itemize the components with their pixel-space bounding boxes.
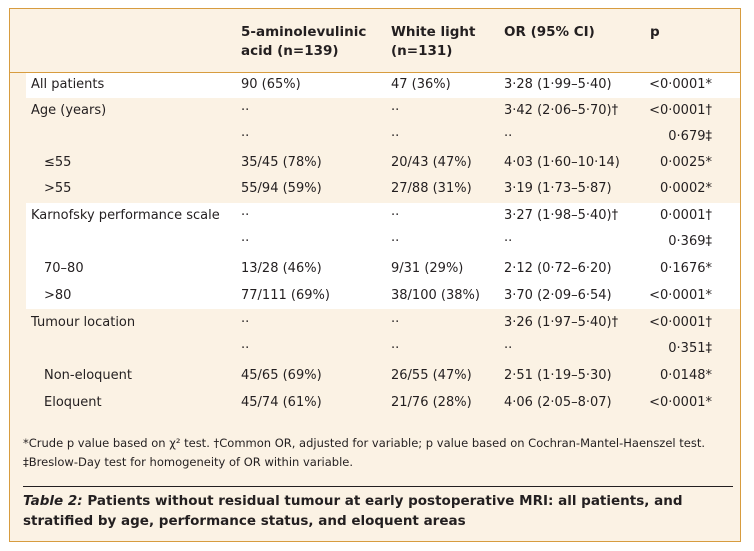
row-or: 4·03 (1·60–10·14) <box>504 155 620 170</box>
table-row: All patients 90 (65%) 47 (36%) 3·28 (1·9… <box>10 72 740 98</box>
row-ala: 45/65 (69%) <box>241 368 322 383</box>
band-karnofsky <box>26 203 740 309</box>
table-row: >55 55/94 (59%) 27/88 (31%) 3·19 (1·73–5… <box>10 176 740 202</box>
row-or: 3·42 (2·06–5·70)† <box>504 103 619 118</box>
row-ala: 90 (65%) <box>241 77 301 92</box>
band-age <box>26 98 740 203</box>
row-or: 3·27 (1·98–5·40)† <box>504 208 619 223</box>
header-ala-line2: acid (n=139) <box>241 43 339 59</box>
row-or: 2·51 (1·19–5·30) <box>504 368 612 383</box>
row-label: ≤55 <box>44 155 72 170</box>
header-or: OR (95% CI) <box>504 24 595 40</box>
row-ala: ·· <box>241 341 250 356</box>
table-row: Karnofsky performance scale ·· ·· 3·27 (… <box>10 203 740 229</box>
row-label: Age (years) <box>31 103 107 118</box>
row-ala: 77/111 (69%) <box>241 288 330 303</box>
caption-text: Patients without residual tumour at earl… <box>23 493 683 529</box>
row-white: ·· <box>391 208 400 223</box>
caption-label: Table 2: <box>23 493 83 509</box>
row-label: Non-eloquent <box>44 368 132 383</box>
table-footnote: *Crude p value based on χ² test. †Common… <box>23 436 706 469</box>
row-white: 38/100 (38%) <box>391 288 480 303</box>
row-p: 0·351‡ <box>668 341 712 356</box>
table-frame: 5-aminolevulinic acid (n=139) White ligh… <box>9 8 741 542</box>
row-or: ·· <box>504 341 513 356</box>
row-white: 26/55 (47%) <box>391 368 472 383</box>
table-row: 70–80 13/28 (46%) 9/31 (29%) 2·12 (0·72–… <box>10 256 740 282</box>
row-label: >55 <box>44 181 72 196</box>
row-white: ·· <box>391 129 400 144</box>
table-row: Eloquent 45/74 (61%) 21/76 (28%) 4·06 (2… <box>10 390 740 416</box>
row-white: 47 (36%) <box>391 77 451 92</box>
row-white: 21/76 (28%) <box>391 395 472 410</box>
row-ala: ·· <box>241 129 250 144</box>
row-p: 0·1676* <box>660 261 712 276</box>
row-p: <0·0001† <box>649 315 712 330</box>
table-row: ·· ·· ·· 0·369‡ <box>10 229 740 255</box>
row-p: <0·0001* <box>649 77 712 92</box>
row-p: <0·0001* <box>649 288 712 303</box>
row-p: 0·0002* <box>660 181 712 196</box>
header-ala-line1: 5-aminolevulinic <box>241 24 367 40</box>
row-ala: 45/74 (61%) <box>241 395 322 410</box>
table-header-row: 5-aminolevulinic acid (n=139) White ligh… <box>10 9 740 73</box>
row-or: 3·70 (2·09–6·54) <box>504 288 612 303</box>
header-white-line2: (n=131) <box>391 43 453 59</box>
row-p: <0·0001* <box>649 395 712 410</box>
row-or: 4·06 (2·05–8·07) <box>504 395 612 410</box>
table-caption: Table 2: Patients without residual tumou… <box>23 491 735 531</box>
header-white-line1: White light <box>391 24 476 40</box>
row-or: 3·19 (1·73–5·87) <box>504 181 612 196</box>
band-all-patients <box>26 73 740 98</box>
row-ala: ·· <box>241 315 250 330</box>
table-row: Non-eloquent 45/65 (69%) 26/55 (47%) 2·5… <box>10 363 740 389</box>
row-or: ·· <box>504 129 513 144</box>
row-p: <0·0001† <box>649 103 712 118</box>
row-label: Karnofsky performance scale <box>31 208 220 223</box>
row-label: 70–80 <box>44 261 84 276</box>
table-row: Tumour location ·· ·· 3·26 (1·97–5·40)† … <box>10 310 740 336</box>
row-label: Eloquent <box>44 395 102 410</box>
table-row: ≤55 35/45 (78%) 20/43 (47%) 4·03 (1·60–1… <box>10 150 740 176</box>
row-white: ·· <box>391 341 400 356</box>
row-ala: ·· <box>241 208 250 223</box>
row-white: 20/43 (47%) <box>391 155 472 170</box>
header-p: p <box>650 24 660 40</box>
header-ala: 5-aminolevulinic acid (n=139) <box>241 23 366 61</box>
table-row: ·· ·· ·· 0·679‡ <box>10 124 740 150</box>
row-p: 0·0148* <box>660 368 712 383</box>
caption-divider <box>23 486 733 487</box>
row-or: 3·26 (1·97–5·40)† <box>504 315 619 330</box>
row-or: ·· <box>504 234 513 249</box>
row-or: 3·28 (1·99–5·40) <box>504 77 612 92</box>
row-ala: 35/45 (78%) <box>241 155 322 170</box>
row-ala: ·· <box>241 234 250 249</box>
header-white-light: White light (n=131) <box>391 23 475 61</box>
row-p: 0·0025* <box>660 155 712 170</box>
row-p: 0·0001† <box>660 208 712 223</box>
row-label: All patients <box>31 77 105 92</box>
table-row: Age (years) ·· ·· 3·42 (2·06–5·70)† <0·0… <box>10 98 740 124</box>
row-p: 0·679‡ <box>668 129 712 144</box>
row-p: 0·369‡ <box>668 234 712 249</box>
row-white: 27/88 (31%) <box>391 181 472 196</box>
row-ala: ·· <box>241 103 250 118</box>
row-white: ·· <box>391 234 400 249</box>
row-white: 9/31 (29%) <box>391 261 464 276</box>
row-ala: 55/94 (59%) <box>241 181 322 196</box>
row-or: 2·12 (0·72–6·20) <box>504 261 612 276</box>
row-ala: 13/28 (46%) <box>241 261 322 276</box>
row-white: ·· <box>391 103 400 118</box>
band-tumour-location <box>26 309 740 416</box>
table-row: >80 77/111 (69%) 38/100 (38%) 3·70 (2·09… <box>10 283 740 309</box>
row-label: >80 <box>44 288 72 303</box>
row-white: ·· <box>391 315 400 330</box>
row-label: Tumour location <box>31 315 136 330</box>
table-row: ·· ·· ·· 0·351‡ <box>10 336 740 362</box>
